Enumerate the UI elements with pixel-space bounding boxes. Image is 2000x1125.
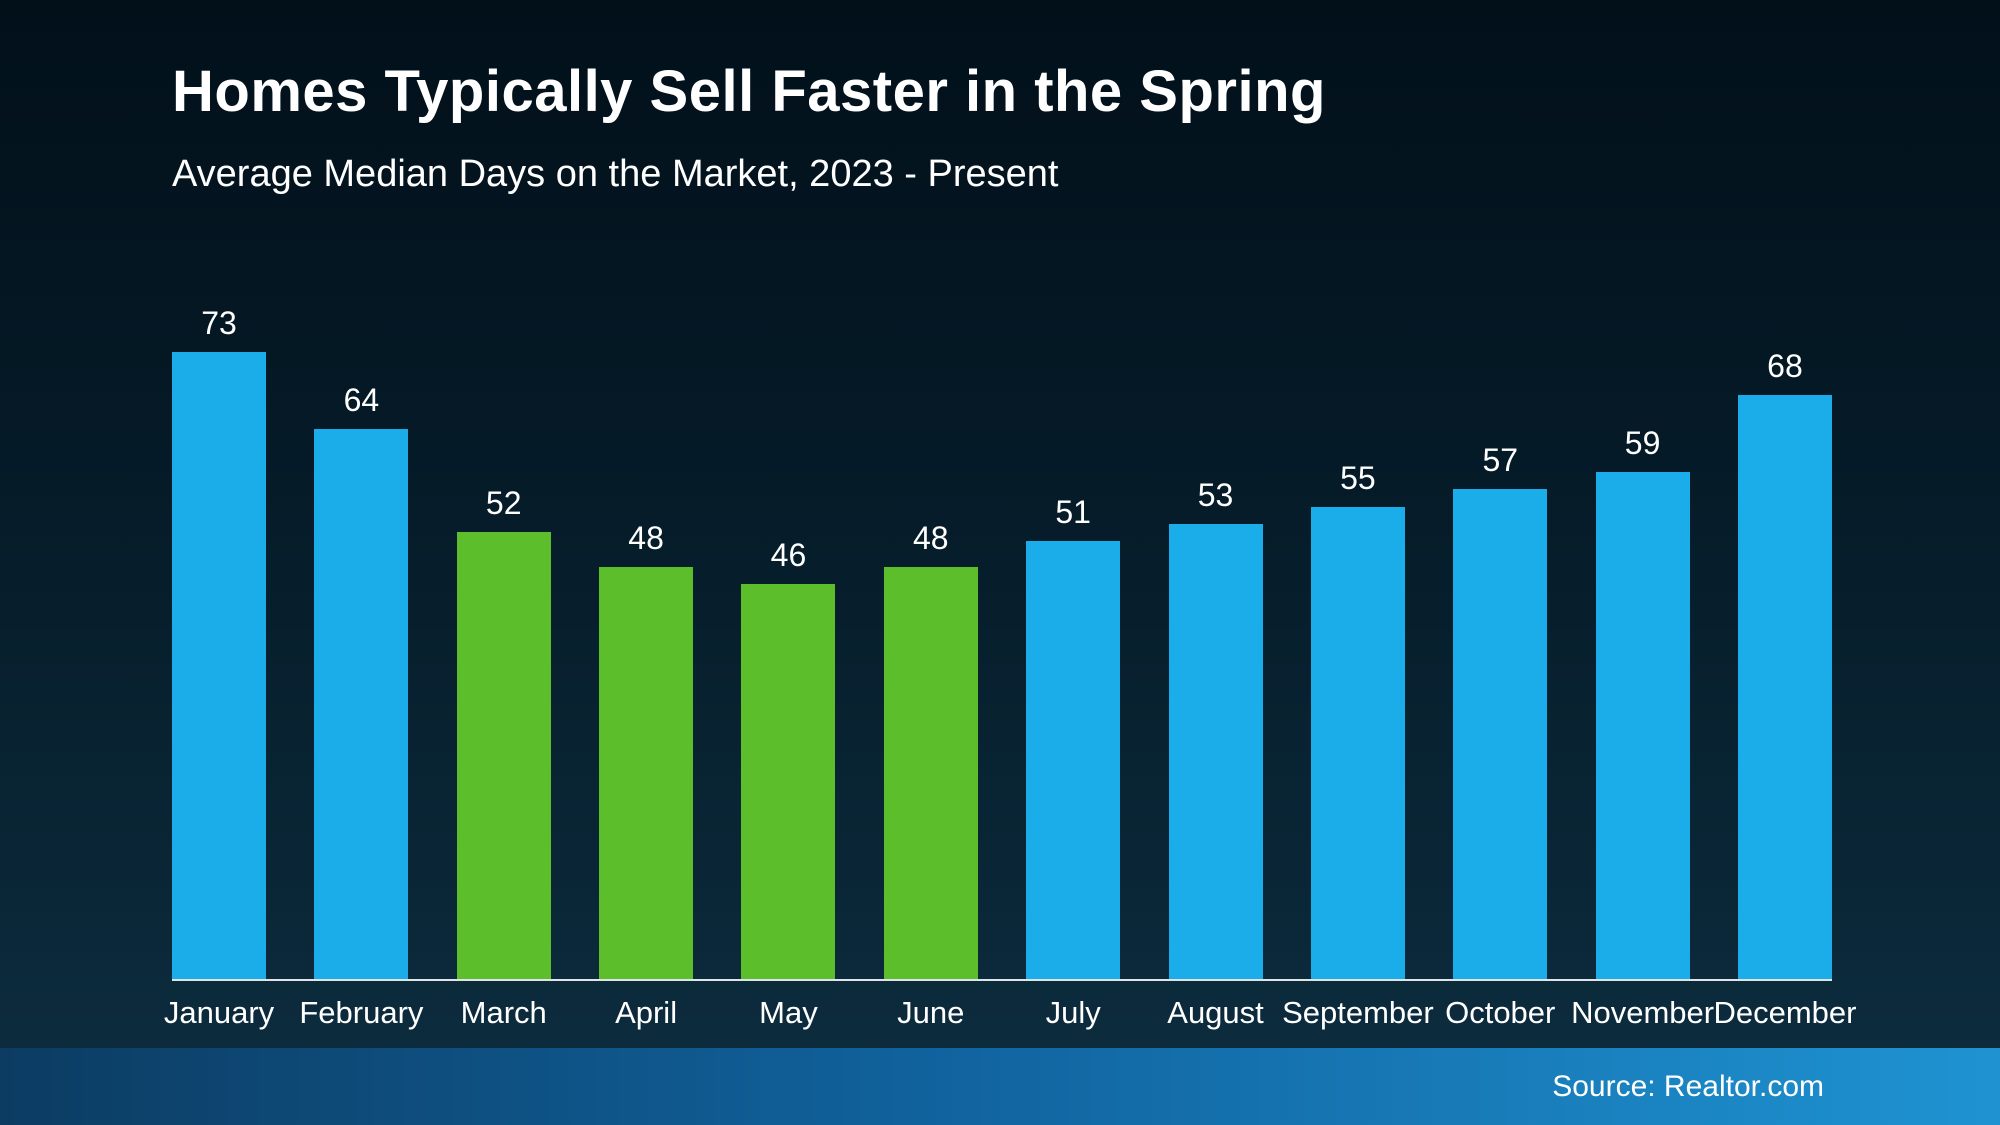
month-column: September <box>1282 995 1434 1031</box>
month-label: September <box>1282 995 1434 1030</box>
bar <box>1168 524 1263 979</box>
bar-value-label: 53 <box>1197 477 1234 513</box>
month-label: December <box>1713 995 1857 1030</box>
bar-column: 48 <box>599 520 694 979</box>
bar-column: 68 <box>1737 348 1832 979</box>
bar <box>1737 395 1832 979</box>
bar <box>741 584 836 979</box>
plot-area: 73 64 52 48 46 48 51 53 55 57 59 68 <box>172 305 1832 981</box>
chart-header: Homes Typically Sell Faster in the Sprin… <box>172 58 1326 196</box>
bar-chart: 73 64 52 48 46 48 51 53 55 57 59 68 January February… <box>164 305 1857 1031</box>
bar-value-label: 46 <box>770 537 807 573</box>
bar-column: 55 <box>1310 460 1405 979</box>
bar-value-label: 55 <box>1340 460 1376 496</box>
month-column: June <box>884 995 978 1031</box>
bar <box>314 429 409 979</box>
bar-column: 52 <box>456 485 551 979</box>
bar-value-label: 51 <box>1055 494 1091 530</box>
chart-title: Homes Typically Sell Faster in the Sprin… <box>172 59 1326 124</box>
month-label: March <box>460 995 547 1030</box>
month-column: November <box>1571 995 1714 1031</box>
bar <box>1026 541 1121 979</box>
bar-column: 57 <box>1453 442 1548 979</box>
x-axis-labels: January February March April May June July Augu… <box>164 995 1857 1031</box>
month-label: January <box>163 995 275 1030</box>
bar <box>1595 472 1690 979</box>
bar <box>172 352 266 979</box>
bar <box>599 567 694 979</box>
source-text: Source: Realtor.com <box>1552 1069 1824 1103</box>
month-column: May <box>741 995 835 1031</box>
month-label: May <box>759 995 818 1030</box>
month-label: February <box>299 995 424 1030</box>
bar-value-label: 64 <box>343 382 380 418</box>
month-label: August <box>1167 995 1264 1030</box>
month-column: April <box>599 995 693 1031</box>
bar-value-label: 57 <box>1482 442 1519 478</box>
bar-column: 59 <box>1595 425 1690 979</box>
bar <box>1453 489 1548 979</box>
month-column: March <box>457 995 551 1031</box>
bar <box>456 532 551 979</box>
bar-column: 46 <box>741 537 836 979</box>
bar-column: 48 <box>883 520 978 979</box>
month-column: January <box>164 995 274 1031</box>
bar-column: 53 <box>1168 477 1263 979</box>
bar-value-label: 73 <box>201 305 237 341</box>
month-column: October <box>1445 995 1555 1031</box>
month-label: June <box>897 995 965 1030</box>
month-label: July <box>1045 995 1101 1030</box>
bar-column: 73 <box>172 305 266 979</box>
bar <box>883 567 978 979</box>
bar-value-label: 48 <box>628 520 664 556</box>
bar-value-label: 68 <box>1767 348 1803 384</box>
month-label: October <box>1445 995 1556 1030</box>
bar-value-label: 59 <box>1624 425 1661 461</box>
footer-strip: Source: Realtor.com <box>0 1048 2000 1125</box>
bar-value-label: 48 <box>913 520 949 556</box>
month-label: November <box>1571 995 1715 1030</box>
chart-subtitle: Average Median Days on the Market, 2023 … <box>172 153 1059 195</box>
month-column: July <box>1026 995 1120 1031</box>
month-label: April <box>615 995 678 1030</box>
month-column: December <box>1713 995 1856 1031</box>
month-column: February <box>299 995 423 1031</box>
bar-column: 64 <box>314 382 409 979</box>
bar-column: 51 <box>1026 494 1121 979</box>
bar-value-label: 52 <box>485 485 522 521</box>
month-column: August <box>1167 995 1264 1031</box>
bar <box>1310 507 1405 979</box>
